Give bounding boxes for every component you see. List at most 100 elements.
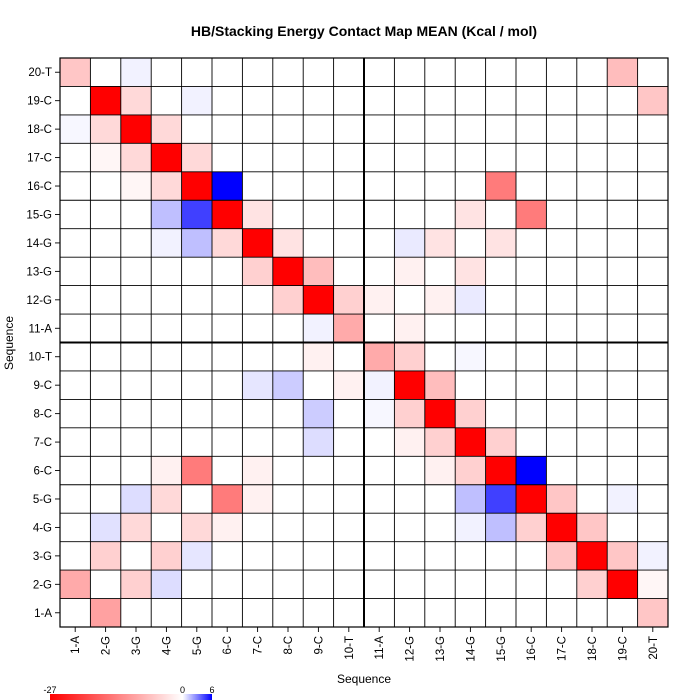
heatmap-cell: [485, 513, 516, 542]
heatmap-cell: [212, 228, 243, 258]
x-tick-label: 13-G: [435, 636, 447, 662]
heatmap-cell: [394, 228, 425, 258]
heatmap-cell: [181, 541, 212, 571]
heatmap-cell: [333, 370, 364, 400]
heatmap-cell: [455, 285, 486, 315]
heatmap-cell: [242, 370, 273, 400]
heatmap-cell: [90, 541, 121, 571]
heatmap-cell: [120, 86, 152, 115]
heatmap-cell: [455, 200, 486, 229]
heatmap-cell: [120, 570, 152, 599]
x-tick-label: 16-C: [526, 636, 538, 661]
heatmap-cell: [120, 58, 152, 87]
heatmap-cell: [60, 114, 91, 144]
heatmap-cell: [333, 314, 364, 343]
heatmap-cell: [485, 456, 516, 485]
x-tick-label: 6-C: [222, 636, 234, 655]
heatmap-cell: [394, 370, 425, 400]
y-tick-label: 6-C: [33, 466, 52, 478]
heatmap-cell: [120, 114, 152, 144]
heatmap-cell: [151, 143, 182, 172]
y-tick-label: 16-C: [27, 181, 52, 193]
heatmap-cell: [151, 541, 182, 571]
heatmap-cell: [607, 541, 638, 571]
heatmap-cell: [516, 484, 547, 514]
heatmap-cell: [151, 570, 182, 599]
heatmap-cell: [485, 484, 516, 514]
heatmap-cell: [516, 456, 547, 485]
heatmap-cell: [394, 314, 425, 343]
heatmap-cell: [151, 200, 182, 229]
heatmap-cell: [637, 86, 668, 115]
x-tick-label: 20-T: [648, 636, 660, 660]
heatmap-cell: [637, 570, 668, 599]
heatmap-cell: [576, 570, 608, 599]
heatmap-cell: [546, 513, 577, 542]
legend-tick-label: 6: [209, 685, 214, 695]
heatmap-cell: [364, 399, 395, 428]
color-legend: -27 0 6: [43, 685, 215, 700]
heatmap-cell: [424, 370, 456, 400]
x-tick-label: 14-G: [465, 636, 477, 662]
heatmap-cell: [90, 598, 121, 627]
heatmap-cell: [455, 427, 486, 457]
heatmap-cell: [485, 427, 516, 457]
y-tick-label: 1-A: [34, 608, 52, 620]
heatmap-cell: [546, 484, 577, 514]
y-tick-label: 9-C: [33, 380, 52, 392]
heatmap-cell: [424, 399, 456, 428]
heatmap-cell: [181, 143, 212, 172]
heatmap-cell: [424, 456, 456, 485]
heatmap-cell: [181, 513, 212, 542]
heatmap-cell: [120, 513, 152, 542]
legend-color-bar: [50, 694, 212, 700]
heatmap-cell: [181, 200, 212, 229]
legend-tick-label: -27: [43, 685, 56, 695]
legend-tick-label: 0: [180, 685, 185, 695]
y-tick-label: 11-A: [29, 323, 53, 335]
heatmap-cell: [151, 484, 182, 514]
heatmap-cell: [394, 342, 425, 371]
heatmap-cell: [120, 484, 152, 514]
heatmap-cell: [455, 257, 486, 286]
heatmap-cell: [516, 200, 547, 229]
heatmap-cell: [516, 513, 547, 542]
heatmap-cell: [212, 484, 243, 514]
y-tick-label: 10-T: [28, 352, 52, 364]
heatmap-cell: [303, 314, 334, 343]
x-tick-label: 5-G: [192, 636, 204, 655]
heatmap-cell: [212, 513, 243, 542]
heatmap-cell: [272, 228, 304, 258]
y-tick-labels: 1-A 2-G 3-G 4-G 5-G 6-C 7-C 8-C 9-C 10-T 11-A 12-G 1…: [26, 67, 60, 620]
heatmap-cell: [546, 541, 577, 571]
heatmap-cell: [181, 228, 212, 258]
y-tick-label: 15-G: [26, 209, 52, 221]
heatmap-cell: [181, 86, 212, 115]
x-tick-label: 18-C: [587, 636, 599, 661]
y-tick-label: 20-T: [28, 67, 52, 79]
x-tick-label: 17-C: [557, 636, 569, 661]
chart-title: HB/Stacking Energy Contact Map MEAN (Kca…: [191, 23, 537, 39]
x-tick-label: 3-G: [131, 636, 143, 655]
y-tick-label: 5-G: [33, 494, 52, 506]
heatmap-cell: [242, 456, 273, 485]
heatmap-cell: [364, 342, 395, 371]
heatmap-cell: [151, 456, 182, 485]
x-tick-labels: 1-A 2-G 3-G 4-G 5-G 6-C 7-C 8-C 9-C 10-T 11-A 12-G 1…: [70, 627, 660, 662]
y-tick-label: 14-G: [26, 238, 52, 250]
heatmap-cell: [242, 257, 273, 286]
y-tick-label: 18-C: [27, 124, 52, 136]
x-tick-label: 4-G: [161, 636, 173, 655]
heatmap-cell: [424, 228, 456, 258]
x-tick-label: 10-T: [344, 636, 356, 660]
heatmap-cell: [151, 228, 182, 258]
heatmap-cell: [455, 484, 486, 514]
heatmap-cell: [607, 58, 638, 87]
heatmap-cell: [181, 171, 212, 201]
heatmap-cell: [607, 570, 638, 599]
heatmap-cell: [90, 513, 121, 542]
x-tick-label: 12-G: [405, 636, 417, 662]
heatmap-cell: [364, 285, 395, 315]
heatmap-cell: [364, 370, 395, 400]
